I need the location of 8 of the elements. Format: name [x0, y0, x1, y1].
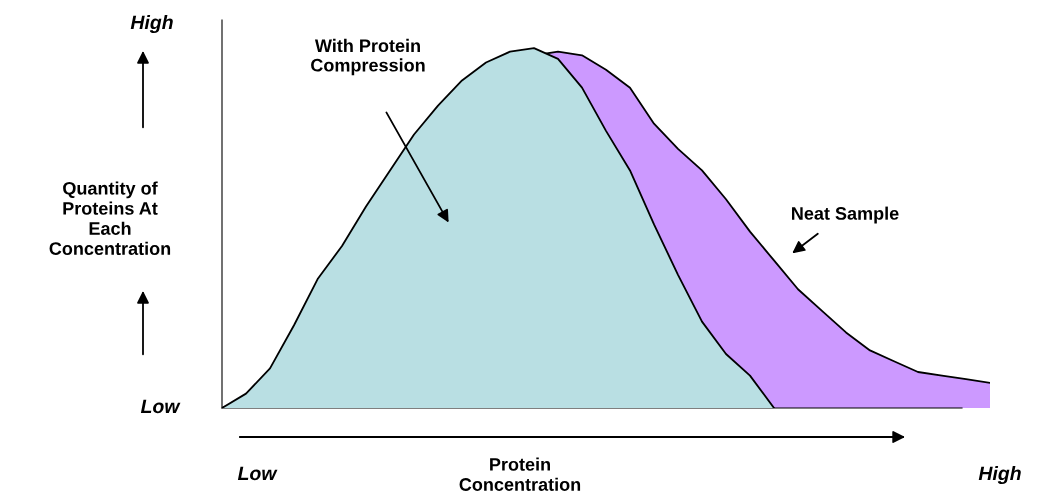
- text: High: [130, 14, 173, 34]
- text: High: [978, 465, 1021, 485]
- x-axis-title: Protein Concentration: [459, 457, 581, 491]
- text: Low: [237, 466, 278, 481]
- text: Low: [140, 399, 181, 414]
- text: Neat Sample: [792, 206, 899, 224]
- series-label: With Protein Compression: [311, 38, 425, 76]
- y-axis-title: Quantity of Proteins At Each Concentration: [49, 181, 171, 255]
